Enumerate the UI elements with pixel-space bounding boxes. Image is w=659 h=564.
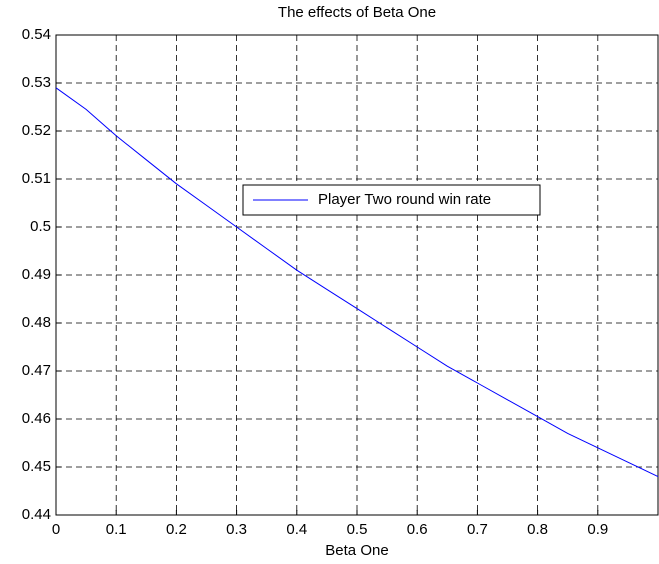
x-tick-label: 0.7 — [467, 521, 488, 538]
y-tick-label: 0.49 — [22, 266, 51, 283]
y-tick-label: 0.54 — [22, 26, 51, 43]
legend-label: Player Two round win rate — [318, 191, 491, 208]
plot-frame — [55, 34, 659, 516]
x-tick-label: 0.8 — [527, 521, 548, 538]
y-tick-label: 0.51 — [22, 170, 51, 187]
x-tick-label: 0.9 — [587, 521, 608, 538]
line-series — [55, 87, 659, 478]
chart-title: The effects of Beta One — [278, 4, 436, 21]
x-axis-label: Beta One — [325, 542, 388, 559]
x-tick-label: 0.3 — [226, 521, 247, 538]
y-tick-label: 0.5 — [30, 218, 51, 235]
x-tick-label: 0.1 — [106, 521, 127, 538]
y-tick-label: 0.44 — [22, 506, 51, 523]
y-tick-label: 0.45 — [22, 458, 51, 475]
y-tick-label: 0.48 — [22, 314, 51, 331]
x-tick-label: 0 — [52, 521, 60, 538]
x-tick-label: 0.2 — [166, 521, 187, 538]
y-tick-label: 0.53 — [22, 74, 51, 91]
x-tick-label: 0.6 — [407, 521, 428, 538]
x-tick-label: 0.5 — [347, 521, 368, 538]
x-tick-label: 0.4 — [286, 521, 307, 538]
y-tick-label: 0.46 — [22, 410, 51, 427]
y-tick-label: 0.47 — [22, 362, 51, 379]
y-tick-label: 0.52 — [22, 122, 51, 139]
